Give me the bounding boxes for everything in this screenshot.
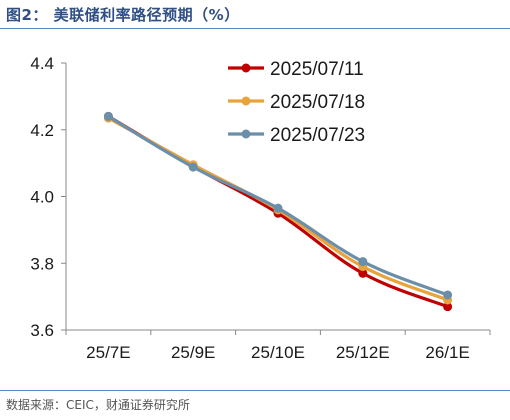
y-tick-label: 4.4: [30, 54, 54, 73]
y-tick-label: 3.6: [30, 321, 54, 340]
x-tick-label: 25/7E: [86, 343, 130, 362]
data-point: [188, 162, 198, 172]
data-point: [443, 302, 453, 312]
data-point: [358, 257, 368, 267]
top-rule: [0, 28, 510, 29]
data-point: [358, 268, 368, 278]
y-tick-label: 3.8: [30, 254, 54, 273]
figure-title: 图2： 美联储利率路径预期（%）: [6, 6, 240, 24]
line-chart: 4.4 4.2 4.0 3.8 3.6 25/7E 25/9E 25/10E 25/12E 26/…: [30, 54, 491, 362]
x-tick-label: 26/1E: [425, 343, 469, 362]
chart-axes: 4.4 4.2 4.0 3.8 3.6 25/7E 25/9E 25/10E 25/12E 26/…: [30, 54, 491, 362]
legend-label: 2025/07/23: [270, 125, 365, 146]
bottom-rule: [0, 390, 510, 391]
y-tick-label: 4.0: [30, 188, 54, 207]
chart-series: [103, 111, 453, 312]
legend-marker: [241, 96, 251, 106]
y-tick-label: 4.2: [30, 121, 54, 140]
legend-label: 2025/07/11: [270, 59, 364, 80]
data-point: [443, 290, 453, 300]
legend-label: 2025/07/18: [270, 92, 365, 113]
data-point: [273, 203, 283, 213]
legend-marker: [241, 129, 251, 139]
x-tick-label: 25/10E: [251, 343, 305, 362]
legend-marker: [241, 63, 251, 73]
data-point: [103, 111, 113, 121]
source-note: 数据来源：CEIC，财通证券研究所: [6, 398, 190, 412]
x-tick-label: 25/9E: [171, 343, 215, 362]
chart-legend: 2025/07/11 2025/07/18 2025/07/23: [228, 59, 365, 146]
x-tick-label: 25/12E: [336, 343, 390, 362]
